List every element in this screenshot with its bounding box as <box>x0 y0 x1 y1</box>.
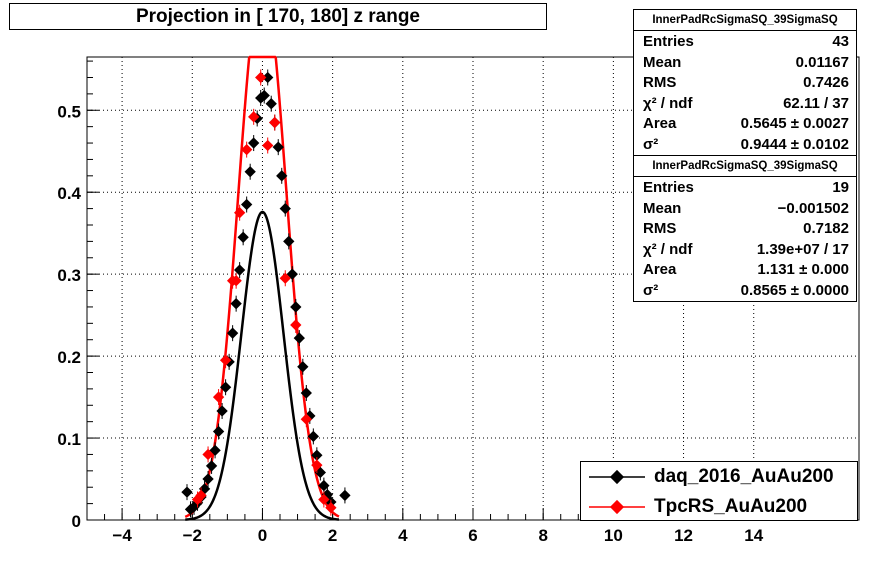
data-point-tpcrs <box>195 489 207 502</box>
x-tick-label: −4 <box>112 526 132 545</box>
legend-label: TpcRS_AuAu200 <box>654 496 808 517</box>
stats-box-daq: InnerPadRcSigmaSQ_39SigmaSQ Entries 43 Me… <box>633 9 857 156</box>
x-tick-label: 8 <box>538 526 547 545</box>
data-point-tpcrs <box>311 459 323 471</box>
data-point-daq <box>339 489 351 502</box>
x-tick-label: 12 <box>674 526 693 545</box>
data-point-daq <box>279 202 291 215</box>
stats-label: Area <box>643 115 677 133</box>
data-point-tpcrs <box>269 116 281 129</box>
data-point-daq <box>244 166 256 178</box>
stats-value: 1.131 ± 0.000 <box>757 261 849 279</box>
y-tick-label: 0.2 <box>57 348 81 367</box>
x-tick-label: 10 <box>604 526 623 545</box>
x-tick-label: 0 <box>258 526 267 545</box>
stats-value: 0.7426 <box>803 74 849 92</box>
legend-label: daq_2016_AuAu200 <box>654 466 834 487</box>
data-point-tpcrs <box>202 448 214 461</box>
data-point-daq <box>205 460 218 472</box>
data-point-tpcrs <box>325 502 337 514</box>
data-point-daq <box>300 387 312 399</box>
y-tick-label: 0 <box>72 512 81 531</box>
stats-label: RMS <box>643 220 677 238</box>
legend-marker-tpcrs <box>589 499 645 515</box>
stats-value: −0.001502 <box>777 199 849 217</box>
chart-title: Projection in [ 170, 180] z range <box>9 3 547 30</box>
data-point-tpcrs <box>255 71 267 84</box>
stats-label: σ² <box>643 135 659 153</box>
data-point-daq <box>241 198 253 211</box>
data-point-daq <box>293 332 305 344</box>
stats-label: σ² <box>643 281 659 299</box>
stats-label: RMS <box>643 74 677 92</box>
fit-curve-daq <box>185 210 340 521</box>
data-point-daq <box>290 301 302 313</box>
data-point-daq <box>311 449 323 461</box>
x-tick-label: 14 <box>744 526 763 545</box>
x-tick-label: 4 <box>398 526 408 545</box>
y-tick-label: 0.4 <box>57 184 81 203</box>
stats-label: χ² / ndf <box>643 94 693 112</box>
data-point-tpcrs <box>300 413 312 425</box>
data-point-daq <box>212 425 225 438</box>
data-point-daq <box>265 98 277 110</box>
x-tick-label: 2 <box>328 526 337 545</box>
data-point-daq <box>202 473 214 485</box>
stats-value: 0.9444 ± 0.0102 <box>740 135 849 153</box>
stats-label: Entries <box>643 179 694 196</box>
data-point-tpcrs <box>219 354 232 366</box>
data-point-daq <box>318 479 330 492</box>
y-tick-label: 0.5 <box>57 102 81 121</box>
stats-box-tpcrs: InnerPadRcSigmaSQ_39SigmaSQ Entries 19 Me… <box>633 155 857 302</box>
data-point-tpcrs <box>262 139 274 152</box>
data-point-daq <box>237 231 249 243</box>
data-point-tpcrs <box>318 493 330 506</box>
stats-label: χ² / ndf <box>643 240 693 258</box>
data-point-daq <box>216 405 228 417</box>
stats-value: 19 <box>832 179 849 196</box>
x-tick-label: −2 <box>183 526 202 545</box>
data-point-daq <box>248 137 260 149</box>
stats-value: 0.7182 <box>803 220 849 238</box>
stats-label: Mean <box>643 199 682 217</box>
data-point-tpcrs <box>212 391 225 403</box>
data-point-tpcrs <box>290 319 302 331</box>
stats-label: Entries <box>643 33 694 50</box>
data-point-daq <box>181 486 193 498</box>
data-point-daq <box>219 381 232 393</box>
stats-value: 0.01167 <box>795 53 849 71</box>
data-point-tpcrs <box>279 272 291 284</box>
data-point-daq <box>233 264 246 276</box>
data-point-tpcrs <box>233 207 246 219</box>
stats-value: 0.8565 ± 0.0000 <box>740 281 849 299</box>
stats-box-title: InnerPadRcSigmaSQ_39SigmaSQ <box>634 10 856 31</box>
y-tick-label: 0.3 <box>57 266 81 285</box>
data-point-daq <box>307 430 319 443</box>
chart-legend: daq_2016_AuAu200 TpcRS_AuAu200 <box>580 461 858 521</box>
data-point-daq <box>297 361 309 373</box>
data-point-tpcrs <box>230 275 242 287</box>
legend-item-daq: daq_2016_AuAu200 <box>581 462 857 492</box>
y-tick-label: 0.1 <box>57 430 81 449</box>
data-point-daq <box>226 327 239 339</box>
legend-marker-daq <box>589 469 645 485</box>
stats-label: Area <box>643 261 677 279</box>
stats-box-title: InnerPadRcSigmaSQ_39SigmaSQ <box>634 156 856 177</box>
legend-item-tpcrs: TpcRS_AuAu200 <box>581 492 857 522</box>
stats-value: 0.5645 ± 0.0027 <box>740 115 849 133</box>
data-point-daq <box>230 298 242 310</box>
x-tick-label: 6 <box>468 526 477 545</box>
stats-value: 1.39e+07 / 17 <box>756 240 849 258</box>
data-point-tpcrs <box>241 143 253 156</box>
stats-value: 43 <box>832 33 849 50</box>
data-point-daq <box>283 235 295 248</box>
data-point-daq <box>276 170 288 182</box>
stats-label: Mean <box>643 53 682 71</box>
stats-value: 62.11 / 37 <box>783 94 849 112</box>
data-point-daq <box>272 141 284 153</box>
